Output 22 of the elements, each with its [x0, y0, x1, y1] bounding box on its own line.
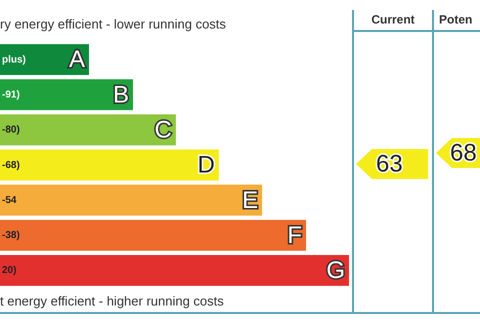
annotation: 20): [2, 265, 16, 276]
y-tick-label: E: [242, 186, 258, 214]
y-tick-label: A: [68, 46, 85, 74]
y-tick-label: D: [197, 152, 215, 179]
bar: [0, 184, 262, 216]
y-tick-label: F: [287, 222, 302, 249]
annotation: -91): [2, 89, 20, 100]
y-tick-label: B: [112, 81, 129, 108]
annotation: -54: [2, 194, 17, 206]
annotation: -38): [2, 230, 20, 242]
chart-title: ry energy efficient - lower running costs: [0, 16, 226, 32]
bar: [0, 114, 176, 146]
annotation: plus): [2, 54, 26, 66]
bar: [0, 79, 133, 110]
annotation: -68): [2, 160, 20, 171]
y-tick-label: C: [154, 116, 172, 144]
annotation: -80): [2, 124, 20, 136]
bar: [0, 220, 306, 251]
text: t energy efficient - higher running costs: [0, 294, 224, 309]
bar: [0, 254, 349, 286]
y-tick-label: G: [326, 257, 345, 284]
bar: [0, 150, 219, 180]
